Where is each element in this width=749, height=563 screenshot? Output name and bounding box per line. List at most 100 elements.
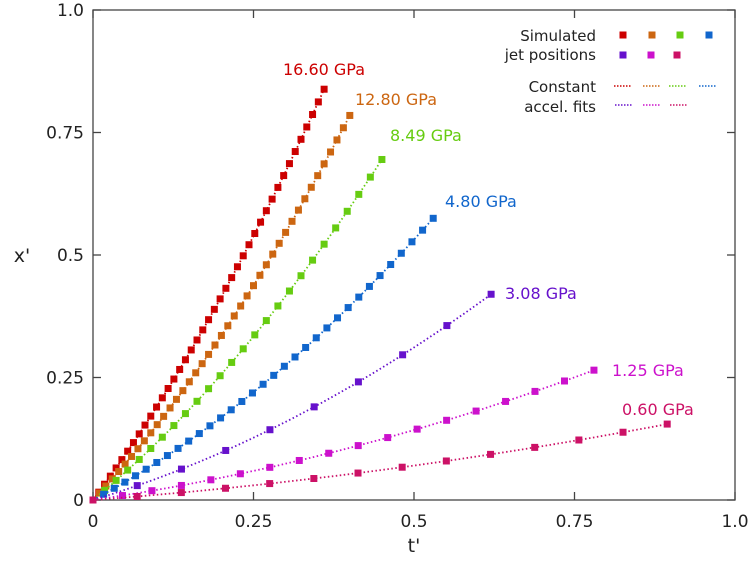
data-point — [121, 478, 129, 486]
data-point — [295, 456, 303, 464]
data-point — [164, 385, 172, 393]
y-axis-label: x' — [14, 245, 30, 267]
data-point — [339, 124, 347, 132]
data-point — [205, 350, 213, 358]
data-point — [205, 316, 213, 324]
data-point — [176, 365, 184, 373]
data-point — [354, 442, 362, 450]
data-point — [193, 336, 201, 344]
data-point — [560, 377, 568, 385]
data-point — [285, 287, 293, 295]
data-point — [198, 360, 206, 368]
data-point — [228, 358, 236, 366]
series-label: 4.80 GPa — [445, 192, 517, 211]
data-point — [302, 343, 310, 351]
legend-marker — [673, 51, 681, 59]
data-point — [309, 256, 317, 264]
data-point — [172, 395, 180, 403]
data-point — [355, 190, 363, 198]
data-point — [413, 425, 421, 433]
data-point — [185, 378, 193, 386]
data-point — [472, 407, 480, 415]
data-point — [266, 426, 274, 434]
data-point — [419, 226, 427, 234]
data-point — [366, 173, 374, 181]
data-point — [398, 463, 406, 471]
data-point — [216, 372, 224, 380]
data-point — [355, 293, 363, 301]
data-point — [275, 239, 283, 247]
legend-marker — [648, 31, 656, 39]
y-tick-label: 1.0 — [57, 1, 84, 21]
data-point — [147, 412, 155, 420]
data-point — [205, 385, 213, 393]
data-point — [442, 457, 450, 465]
data-point — [327, 148, 335, 156]
data-point — [153, 458, 161, 466]
legend-marker — [705, 31, 713, 39]
data-point — [325, 449, 333, 457]
x-tick-label: 0.5 — [400, 512, 427, 532]
data-point — [312, 334, 320, 342]
data-point — [147, 444, 155, 452]
data-point — [134, 445, 142, 453]
data-point — [397, 249, 405, 257]
data-point — [101, 486, 109, 494]
data-point — [334, 314, 342, 322]
data-point — [224, 322, 232, 330]
data-point — [266, 480, 274, 488]
data-point — [179, 387, 187, 395]
data-point — [320, 160, 328, 168]
legend-marker — [619, 31, 627, 39]
data-point — [102, 482, 110, 490]
series-label: 16.60 GPa — [283, 60, 365, 79]
x-tick-label: 0 — [88, 512, 99, 532]
data-point — [181, 356, 189, 364]
data-point — [262, 207, 270, 215]
data-point — [310, 403, 318, 411]
data-point — [332, 224, 340, 232]
data-point — [248, 389, 256, 397]
data-point — [177, 465, 185, 473]
data-point — [590, 366, 598, 374]
legend-lines-label-2: accel. fits — [524, 98, 596, 116]
data-point — [288, 217, 296, 225]
data-point — [112, 476, 120, 484]
data-point — [487, 450, 495, 458]
data-point — [95, 489, 103, 497]
data-point — [239, 252, 247, 260]
data-point — [89, 496, 97, 504]
data-point — [314, 98, 322, 106]
data-point — [251, 230, 259, 238]
data-point — [280, 172, 288, 180]
data-point — [575, 436, 583, 444]
data-point — [238, 397, 246, 405]
fit-line — [92, 423, 668, 501]
data-point — [185, 437, 193, 445]
data-point — [443, 322, 451, 330]
data-point — [310, 474, 318, 482]
data-point — [344, 304, 352, 312]
data-point — [230, 312, 238, 320]
y-tick-label: 0 — [73, 491, 84, 511]
fit-line — [92, 293, 492, 501]
data-point — [531, 443, 539, 451]
legend-marker — [676, 31, 684, 39]
data-point — [274, 183, 282, 191]
data-point — [217, 331, 225, 339]
data-point — [282, 228, 290, 236]
legend-markers-label-2: jet positions — [504, 46, 596, 64]
data-point — [193, 397, 201, 405]
data-point — [210, 305, 218, 313]
data-point — [158, 433, 166, 441]
data-point — [153, 403, 161, 411]
data-point — [663, 420, 671, 428]
legend: Simulated jet positions Constant accel. … — [504, 27, 717, 116]
data-point — [262, 261, 270, 269]
data-point — [148, 487, 156, 495]
data-point — [268, 195, 276, 203]
data-point — [124, 447, 132, 455]
data-point — [211, 341, 219, 349]
data-point — [133, 492, 141, 500]
data-point — [346, 111, 354, 119]
